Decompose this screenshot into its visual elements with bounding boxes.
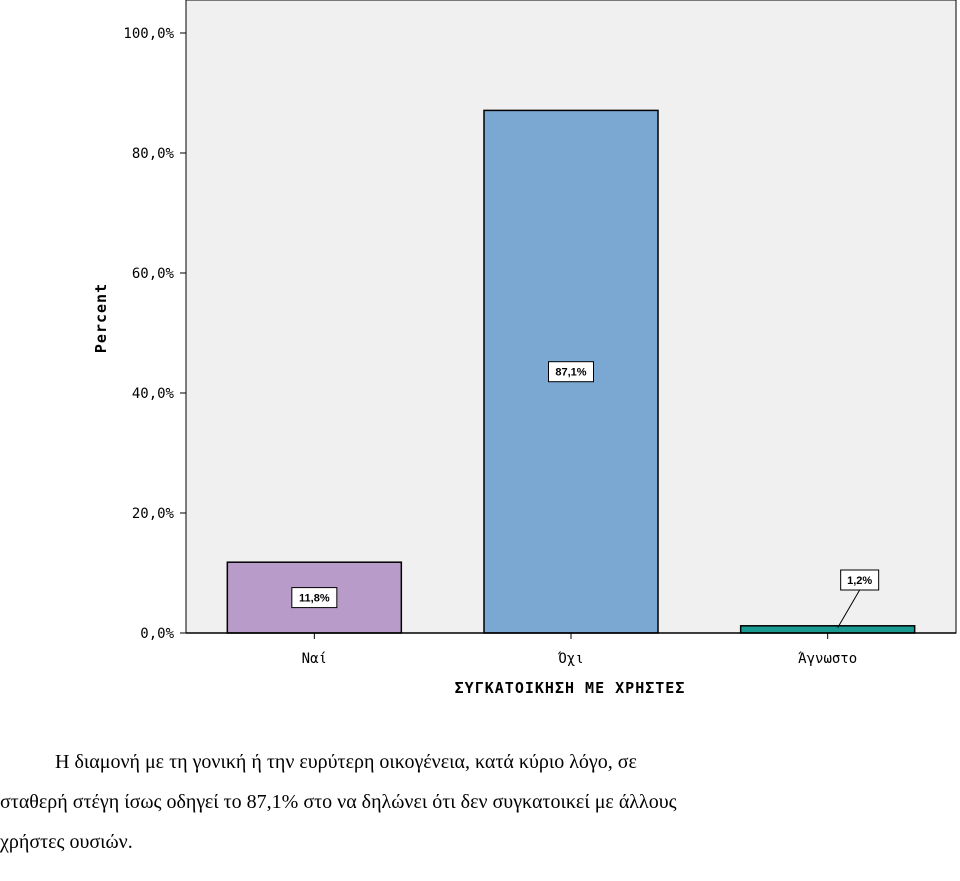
y-tick-label: 60,0% (132, 266, 175, 282)
x-tick-label: Άγνωστο (798, 651, 857, 667)
y-tick-label: 20,0% (132, 506, 175, 522)
x-axis-title: ΣΥΓΚΑΤΟΙΚΗΣΗ ΜΕ ΧΡΗΣΤΕΣ (455, 679, 686, 697)
y-tick-label: 40,0% (132, 386, 175, 402)
x-tick-label: Ναί (302, 651, 327, 667)
y-tick-label: 0,0% (140, 626, 174, 642)
caption: Η διαμονή με τη γονική ή την ευρύτερη οι… (0, 742, 960, 862)
caption-line-3: χρήστες ουσιών. (0, 831, 133, 853)
data-label: 1,2% (847, 575, 872, 587)
bar-chart: 0,0% 20,0% 40,0% 60,0% 80,0% 100,0% Percent Ναί… (92, 0, 957, 697)
x-tick-label: Όχι (557, 651, 583, 667)
data-label-box (548, 361, 594, 383)
data-label-box (840, 569, 880, 591)
data-label-leader (837, 589, 861, 629)
caption-line-2: σταθερή στέγη ίσως οδηγεί το 87,1% στο ν… (0, 791, 677, 813)
data-label: 11,8% (299, 593, 330, 605)
data-label-box (291, 587, 338, 609)
y-axis-title: Percent (92, 283, 110, 353)
caption-line-1: Η διαμονή με τη γονική ή την ευρύτερη οι… (55, 751, 637, 773)
bar (739, 625, 916, 634)
y-tick-label: 100,0% (123, 26, 174, 42)
data-label: 87,1% (555, 367, 586, 379)
y-tick-label: 80,0% (132, 146, 175, 162)
